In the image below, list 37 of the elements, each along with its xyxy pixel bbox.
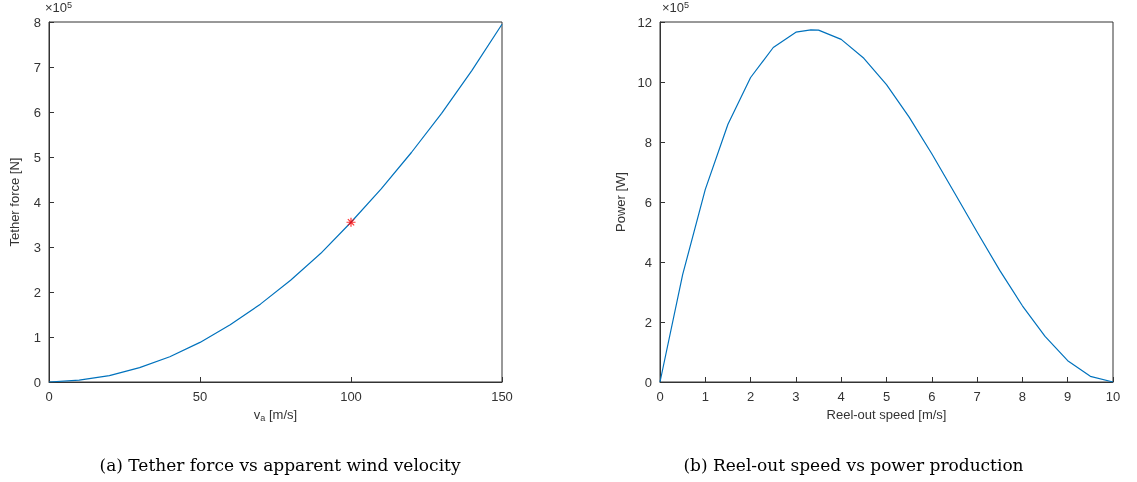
y-tick-label: 0 bbox=[644, 374, 652, 390]
y-tick-label: 6 bbox=[644, 194, 652, 210]
x-tick-label: 9 bbox=[1064, 389, 1072, 404]
x-tick-label: 5 bbox=[882, 389, 891, 404]
y-tick-label: 12 bbox=[637, 14, 652, 30]
y-tick-label: 10 bbox=[637, 74, 652, 90]
y-tick-label: 8 bbox=[33, 14, 41, 30]
y-tick-label: 6 bbox=[33, 104, 41, 120]
y-tick-label: 2 bbox=[644, 314, 652, 330]
x-tick-label: 100 bbox=[340, 389, 362, 404]
x-tick-label: 0 bbox=[45, 389, 53, 404]
x-tick-label: 1 bbox=[701, 389, 709, 404]
y-tick-label: 5 bbox=[33, 149, 41, 165]
x-tick-label: 150 bbox=[491, 389, 513, 404]
x-tick-label: 10 bbox=[1105, 389, 1121, 404]
x-tick-label: 3 bbox=[792, 389, 800, 404]
x-tick-label: 0 bbox=[656, 389, 664, 404]
y-axis-title: Tether force [N] bbox=[7, 157, 22, 247]
y-tick-label: 3 bbox=[33, 239, 41, 255]
text: (a) Tether force vs apparent wind velocity bbox=[99, 454, 461, 475]
y-tick-label: 7 bbox=[33, 59, 41, 75]
x-tick-label: 4 bbox=[837, 389, 845, 404]
x-tick-label: 7 bbox=[973, 389, 981, 404]
x-tick-label: 50 bbox=[192, 389, 208, 404]
y-tick-label: 0 bbox=[33, 374, 41, 390]
y-tick-label: 1 bbox=[33, 329, 41, 345]
y-axis-title: Power [W] bbox=[612, 172, 628, 232]
y-tick-label: 2 bbox=[33, 284, 41, 300]
y-tick-label: 8 bbox=[644, 134, 652, 150]
text: (b) Reel-out speed vs power production bbox=[683, 454, 1024, 475]
x-tick-label: 2 bbox=[746, 389, 755, 404]
line-series bbox=[48, 23, 503, 383]
x-tick-label: 6 bbox=[928, 389, 936, 404]
x-axis-title: Reel-out speed [m/s] bbox=[826, 406, 947, 422]
y-tick-label: 4 bbox=[644, 254, 652, 270]
x-tick-label: 8 bbox=[1018, 389, 1027, 404]
y-tick-label: 4 bbox=[33, 194, 41, 210]
